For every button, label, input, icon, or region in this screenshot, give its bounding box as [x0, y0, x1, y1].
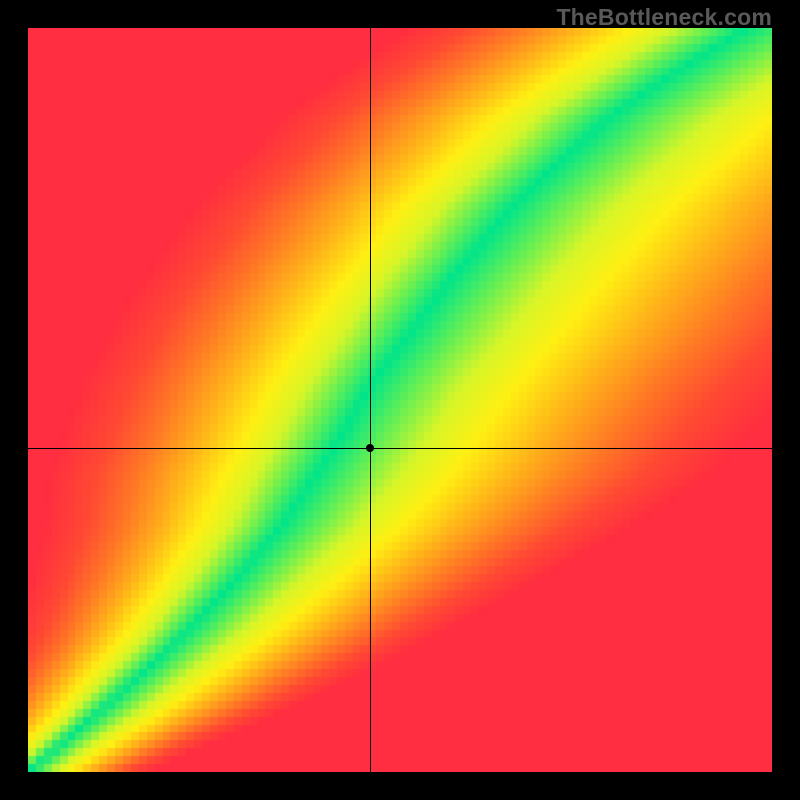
crosshair-horizontal [28, 448, 772, 449]
plot-area [28, 28, 772, 772]
chart-container: TheBottleneck.com [0, 0, 800, 800]
crosshair-vertical [370, 28, 371, 772]
data-point-marker [366, 444, 374, 452]
watermark-text: TheBottleneck.com [556, 4, 772, 31]
heatmap-canvas [28, 28, 772, 772]
